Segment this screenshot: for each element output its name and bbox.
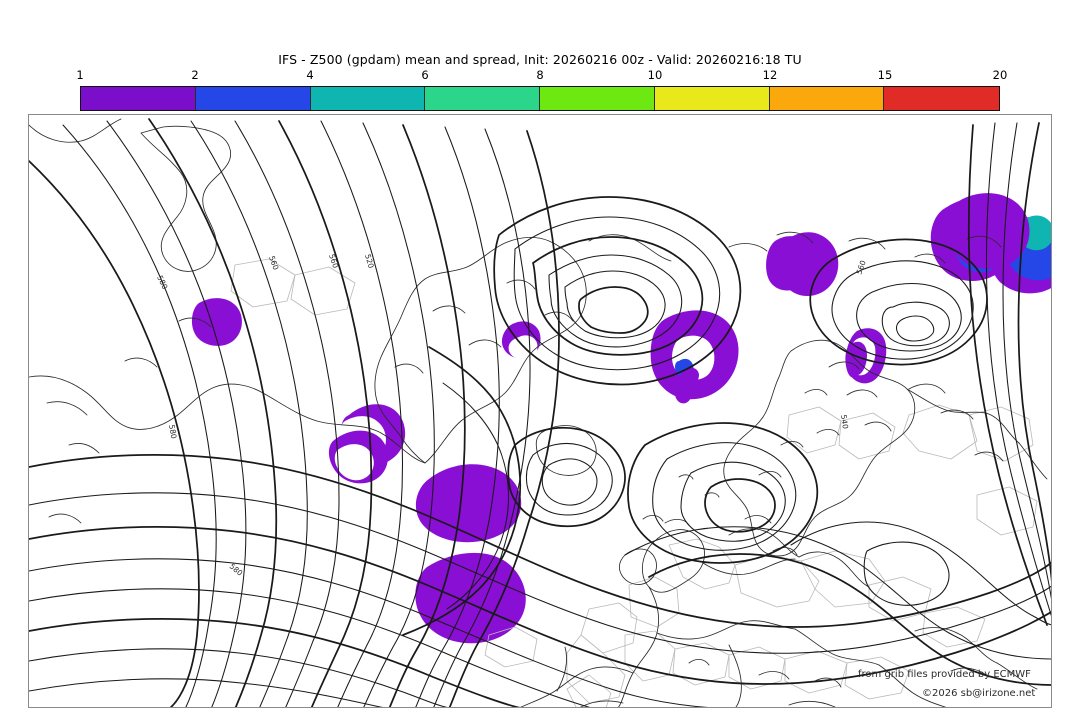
- map-canvas: 580 560 560 520 560 540 580 580: [29, 118, 1051, 707]
- data-source-credit: from grib files provided by ECMWF: [858, 669, 1031, 680]
- spread-patch-11: [674, 384, 692, 404]
- svg-text:540: 540: [839, 414, 850, 430]
- svg-text:560: 560: [854, 259, 867, 276]
- country-borders-layer: [230, 258, 1038, 707]
- colorbar-tick-8: 8: [536, 68, 544, 82]
- svg-text:560: 560: [267, 255, 280, 272]
- colorbar-tick-4: 4: [306, 68, 314, 82]
- colorbar-tick-15: 15: [877, 68, 893, 82]
- colorbar-bands: [80, 86, 1000, 111]
- spread-patch-22: [845, 346, 859, 378]
- colorbar-band-12-15: [769, 87, 885, 110]
- colorbar-tick-2: 2: [191, 68, 199, 82]
- spread-patch-1: [191, 298, 242, 346]
- contour-labels: 580 560 560 520 560 540 580 580: [155, 253, 868, 578]
- page-title: IFS - Z500 (gpdam) mean and spread, Init…: [278, 52, 802, 67]
- colorbar-band-8-10: [540, 87, 655, 110]
- colorbar-band-6-8: [425, 87, 540, 110]
- spread-patch-13: [780, 232, 839, 296]
- colorbar-tick-10: 10: [647, 68, 663, 82]
- map-panel[interactable]: 580 560 560 520 560 540 580 580: [28, 114, 1052, 708]
- colorbar-band-2-4: [195, 87, 311, 110]
- colorbar-band-4-6: [310, 87, 426, 110]
- colorbar-tick-1: 1: [76, 68, 84, 82]
- spread-patch-10: [680, 367, 699, 385]
- colorbar: 1 2 4 6 8 10 12 15 20: [76, 68, 1007, 111]
- copyright-credit: ©2026 sb@irizone.net: [922, 688, 1036, 699]
- colorbar-tick-labels: 1 2 4 6 8 10 12 15 20: [76, 68, 1007, 84]
- coastlines-layer: [29, 118, 1048, 707]
- contour-layer: 580 560 560 520 560 540 580 580: [29, 118, 1051, 707]
- spread-patch-26: [948, 193, 1030, 269]
- svg-text:580: 580: [155, 274, 169, 291]
- colorbar-tick-12: 12: [762, 68, 778, 82]
- spread-patch-24: [334, 444, 374, 481]
- colorbar-band-10-12: [654, 87, 770, 110]
- spread-shading-layer: [191, 193, 1051, 644]
- svg-text:520: 520: [363, 253, 376, 269]
- colorbar-band-15-20: [884, 87, 999, 110]
- colorbar-tick-6: 6: [421, 68, 429, 82]
- svg-text:580: 580: [167, 424, 178, 440]
- svg-text:560: 560: [327, 253, 340, 270]
- spread-patch-25: [415, 552, 526, 644]
- colorbar-band-1-2: [81, 87, 196, 110]
- colorbar-tick-20: 20: [992, 68, 1008, 82]
